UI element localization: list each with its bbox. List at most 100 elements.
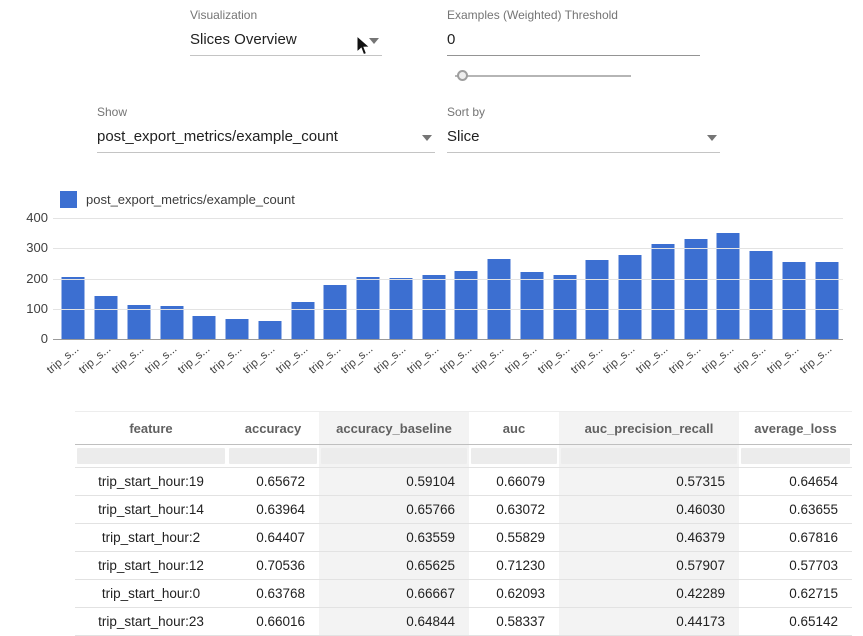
sort-by-label: Sort by (447, 105, 486, 119)
threshold-input[interactable]: 0 (447, 24, 700, 56)
metric-cell: 0.66016 (227, 607, 319, 636)
column-filter-input[interactable] (561, 448, 737, 464)
feature-cell: trip_start_hour:2 (75, 523, 227, 552)
bar[interactable] (258, 320, 282, 339)
bar-column: trip_s... (110, 218, 156, 376)
bar[interactable] (323, 285, 347, 339)
table-row[interactable]: trip_start_hour:14 0.63964 0.65766 0.63072 0… (75, 495, 852, 524)
metric-cell: 0.63768 (227, 579, 319, 608)
bar-column: trip_s... (634, 218, 680, 376)
column-header-auc_precision_recall[interactable]: auc_precision_recall (559, 411, 739, 445)
bar-column: trip_s... (274, 218, 319, 376)
chart-legend: post_export_metrics/example_count (60, 191, 295, 208)
bar[interactable] (815, 261, 839, 339)
bar[interactable] (94, 295, 118, 339)
bar[interactable] (127, 304, 151, 339)
column-filter-input[interactable] (229, 448, 317, 464)
column-filter-input[interactable] (321, 448, 467, 464)
bar[interactable] (520, 272, 544, 339)
bar-column: trip_s... (732, 218, 778, 376)
x-axis-label: trip_s... (699, 343, 737, 377)
bar[interactable] (651, 244, 675, 339)
bar[interactable] (618, 255, 642, 339)
bar-column: trip_s... (241, 218, 287, 376)
y-tick-label: 200 (26, 270, 48, 286)
table-row[interactable]: trip_start_hour:23 0.66016 0.64844 0.58337 0… (75, 607, 852, 636)
legend-color-swatch (60, 191, 77, 208)
show-control: Show post_export_metrics/example_count (97, 105, 435, 153)
x-axis-label: trip_s... (44, 343, 82, 377)
bar[interactable] (225, 319, 249, 339)
x-axis-label: trip_s... (568, 343, 606, 377)
sort-by-dropdown[interactable]: Slice (447, 121, 720, 153)
column-filter-input[interactable] (471, 448, 557, 464)
metric-cell: 0.65142 (739, 607, 852, 636)
bar[interactable] (716, 232, 740, 339)
column-header-accuracy[interactable]: accuracy (227, 411, 319, 445)
column-filter-input[interactable] (77, 448, 225, 464)
x-axis-label: trip_s... (371, 343, 409, 377)
bar[interactable] (389, 277, 413, 339)
metric-cell: 0.44173 (559, 607, 739, 636)
metric-cell: 0.65766 (319, 495, 469, 524)
metric-cell: 0.42289 (559, 579, 739, 608)
chevron-down-icon (369, 37, 379, 44)
metric-cell: 0.63655 (739, 495, 852, 524)
column-header-feature[interactable]: feature (75, 411, 227, 445)
x-axis-label: trip_s... (339, 343, 376, 377)
chevron-down-icon (707, 134, 717, 141)
bar[interactable] (291, 302, 315, 339)
gridline (53, 218, 843, 219)
threshold-slider[interactable] (455, 69, 631, 83)
gridline (53, 278, 843, 280)
table-row[interactable]: trip_start_hour:19 0.65672 0.59104 0.66079 0… (75, 467, 852, 496)
bar[interactable] (553, 275, 577, 339)
bar-column: trip_s... (77, 218, 123, 376)
column-filter-input[interactable] (741, 448, 850, 464)
metric-cell: 0.59104 (319, 467, 469, 496)
bar[interactable] (782, 262, 806, 339)
table-row[interactable]: trip_start_hour:0 0.63768 0.66667 0.62093 0.… (75, 579, 852, 608)
visualization-label: Visualization (190, 8, 258, 22)
legend-label: post_export_metrics/example_count (86, 192, 295, 207)
show-dropdown[interactable]: post_export_metrics/example_count (97, 121, 435, 153)
bar-column: trip_s... (667, 218, 712, 376)
metric-cell: 0.57703 (739, 551, 852, 580)
column-header-average_loss[interactable]: average_loss (739, 411, 852, 445)
metric-cell: 0.67816 (739, 523, 852, 552)
y-tick-label: 0 (40, 331, 48, 346)
visualization-dropdown[interactable]: Slices Overview (190, 24, 382, 56)
bar[interactable] (487, 258, 511, 339)
bar-column: trip_s... (568, 218, 614, 376)
slider-handle[interactable] (457, 70, 468, 81)
metric-cell: 0.64654 (739, 467, 852, 496)
bar[interactable] (61, 277, 85, 339)
gridline (53, 308, 843, 310)
bar[interactable] (585, 259, 609, 339)
bar[interactable] (356, 277, 380, 339)
x-axis-label: trip_s... (273, 343, 311, 377)
slider-track[interactable] (455, 75, 631, 77)
table-header-row: feature accuracy accuracy_baseline auc auc_p… (75, 411, 852, 445)
column-header-accuracy_baseline[interactable]: accuracy_baseline (319, 411, 469, 445)
x-axis-label: trip_s... (306, 343, 344, 377)
feature-cell: trip_start_hour:19 (75, 467, 227, 496)
gridline (53, 248, 843, 250)
metric-cell: 0.63559 (319, 523, 469, 552)
table-row[interactable]: trip_start_hour:12 0.70536 0.65625 0.71230 0… (75, 551, 852, 580)
bar-column: trip_s... (175, 218, 221, 376)
bar[interactable] (454, 271, 478, 339)
bar[interactable] (192, 316, 216, 339)
x-axis-label: trip_s... (666, 343, 704, 377)
column-header-auc[interactable]: auc (469, 411, 559, 445)
bar[interactable] (160, 305, 184, 339)
metric-cell: 0.64407 (227, 523, 319, 552)
bar-column: trip_s... (44, 218, 90, 376)
bar[interactable] (684, 238, 708, 339)
metric-cell: 0.66667 (319, 579, 469, 608)
metric-cell: 0.46379 (559, 523, 739, 552)
bar[interactable] (422, 274, 446, 339)
table-row[interactable]: trip_start_hour:2 0.64407 0.63559 0.55829 0.… (75, 523, 852, 552)
bar[interactable] (749, 250, 773, 339)
